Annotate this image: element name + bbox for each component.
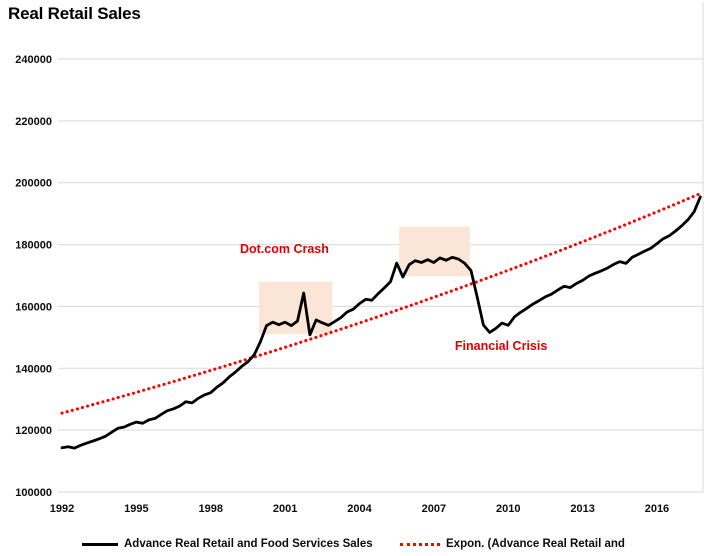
y-tick-label: 200000	[15, 178, 52, 190]
x-tick-label: 2001	[273, 503, 297, 515]
legend: Advance Real Retail and Food Services Sa…	[0, 533, 710, 555]
y-tick-label: 120000	[15, 425, 52, 437]
trend-line	[60, 192, 701, 415]
dotcom-crash-box	[259, 281, 333, 335]
y-tick-label: 100000	[15, 487, 52, 499]
financial-crisis-box	[399, 226, 470, 277]
x-tick-label: 1995	[124, 503, 148, 515]
y-tick-label: 180000	[15, 240, 52, 252]
sales-line-swatch-icon	[82, 542, 118, 546]
y-tick-label: 240000	[15, 54, 52, 66]
legend-item-sales: Advance Real Retail and Food Services Sa…	[82, 533, 373, 555]
legend-label: Advance Real Retail and Food Services Sa…	[124, 538, 373, 550]
x-tick-label: 2010	[496, 503, 520, 515]
x-tick-label: 1992	[50, 503, 74, 515]
annotation-financial-crisis: Financial Crisis	[454, 339, 548, 354]
x-tick-label: 1998	[198, 503, 222, 515]
x-tick-label: 2016	[645, 503, 669, 515]
annotation-dot-com-crash: Dot.com Crash	[239, 241, 329, 256]
trend-line-swatch-icon	[400, 542, 440, 546]
x-tick-label: 2007	[422, 503, 446, 515]
y-tick-label: 220000	[15, 116, 52, 128]
y-tick-label: 140000	[15, 363, 52, 375]
legend-label: Expon. (Advance Real Retail and	[446, 538, 625, 550]
legend-item-trend: Expon. (Advance Real Retail and	[400, 533, 625, 555]
x-tick-label: 2013	[570, 503, 594, 515]
sales-line	[60, 195, 702, 450]
y-tick-label: 160000	[15, 301, 52, 313]
x-tick-label: 2004	[347, 503, 372, 515]
chart-title: Real Retail Sales	[8, 4, 141, 23]
